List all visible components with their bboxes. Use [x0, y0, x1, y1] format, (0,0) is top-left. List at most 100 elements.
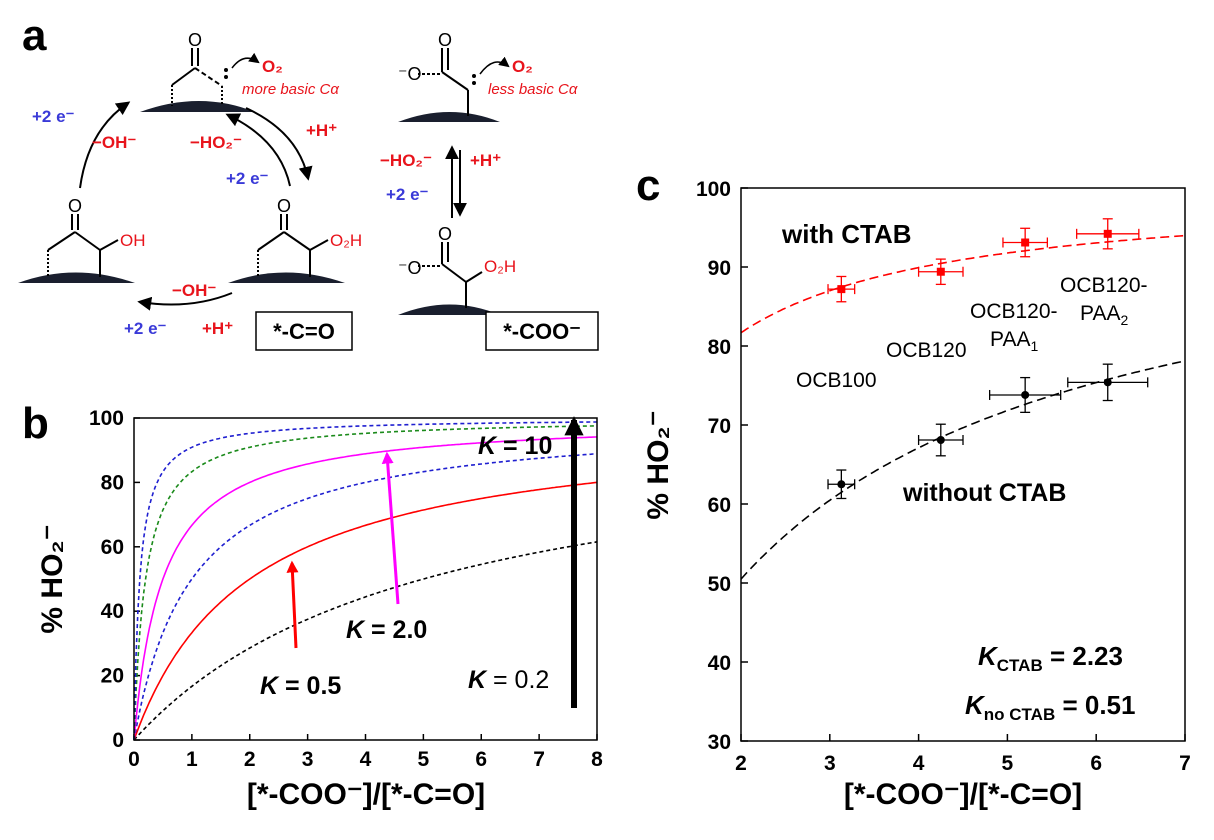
fit-curve [740, 234, 1186, 334]
data-point [1067, 363, 1149, 402]
marker-circle [936, 436, 945, 445]
marker-square [1103, 229, 1112, 238]
o2-label-2: O₂ [512, 57, 533, 76]
atom-o: O [438, 224, 452, 244]
marker-circle [1103, 378, 1112, 387]
c-x-axis-label: [*-COO⁻]/[*-C=O] [844, 778, 1082, 811]
x-tick-label: 2 [244, 748, 256, 771]
y-tick-label: 100 [89, 407, 124, 430]
c-y-axis-label: % HO₂⁻ [642, 410, 675, 519]
x-tick-label: 2 [735, 752, 747, 775]
atom-o: O [277, 196, 291, 216]
more-basic-label: more basic Cα [242, 81, 339, 98]
atom-o: O [188, 30, 202, 50]
x-tick-label: 8 [591, 748, 603, 771]
panel-letter-a: a [22, 11, 47, 60]
structure-carboxylate-radical: O ⁻O O₂ less basic Cα [398, 30, 578, 122]
data-point [917, 423, 964, 457]
x-tick-label: 3 [302, 748, 314, 771]
structure-carbonyl-radical: O O₂ more basic Cα [140, 30, 339, 112]
y-tick-label: 50 [708, 573, 731, 596]
label-ocb120-paa2-line2: PAA2 [1080, 302, 1128, 328]
atom-o: O [438, 30, 452, 50]
x-tick-label: 5 [1002, 752, 1014, 775]
x-tick-label: 6 [475, 748, 487, 771]
y-tick-label: 80 [708, 336, 731, 359]
box-carbonyl-label: *-C=O [273, 319, 335, 344]
label-k10: K = 10 [478, 432, 552, 460]
label-plus2e-3: +2 e⁻ [386, 185, 429, 204]
label-plus-h-1: +H⁺ [306, 121, 337, 140]
label-with-ctab: with CTAB [781, 219, 912, 249]
arrow-k2 [381, 451, 400, 605]
y-tick-label: 60 [708, 494, 731, 517]
panel-letter-c: c [636, 161, 660, 210]
label-minus-oh-2: −OH⁻ [172, 281, 216, 300]
b-x-axis-label: [*-COO⁻]/[*-C=O] [247, 778, 485, 811]
data-point [1002, 227, 1049, 258]
oh-group: OH [120, 231, 146, 250]
x-tick-label: 5 [418, 748, 430, 771]
carbon-surface [228, 272, 345, 283]
curve-k-0_2 [133, 541, 598, 741]
label-plus2e-4: +2 e⁻ [124, 319, 167, 338]
label-plus2e-1: +2 e⁻ [32, 107, 75, 126]
label-minus-ho2-1: −HO₂⁻ [190, 133, 242, 152]
x-tick-label: 3 [824, 752, 836, 775]
o2-label-1: O₂ [262, 57, 283, 76]
x-tick-label: 1 [186, 748, 198, 771]
arrow-reduction-middle [225, 113, 291, 187]
curve-k-5 [133, 425, 597, 741]
label-ocb100: OCB100 [796, 369, 877, 392]
label-plus-h-2: +H⁺ [470, 151, 501, 170]
label-ocb120-paa1-line2: PAA1 [990, 328, 1038, 354]
carbon-surface [18, 272, 135, 283]
panel-a-scheme: a O O₂ more basic Cα O ⁻O [18, 11, 599, 351]
curve-k-2 [133, 436, 598, 741]
label-without-ctab: without CTAB [902, 479, 1066, 507]
y-tick-label: 70 [708, 415, 731, 438]
fit-curve [740, 360, 1186, 580]
label-ocb120-paa2-line1: OCB120- [1060, 274, 1148, 297]
box-carboxylate [485, 311, 599, 351]
curve-k-0_5 [133, 481, 598, 741]
marker-square [1021, 238, 1030, 247]
y-tick-label: 0 [112, 729, 124, 752]
marker-square [837, 285, 846, 294]
y-tick-label: 30 [708, 731, 731, 754]
x-tick-label: 6 [1090, 752, 1102, 775]
label-plus2e-2: +2 e⁻ [226, 169, 269, 188]
data-point [917, 258, 964, 286]
y-tick-label: 20 [101, 665, 124, 688]
structure-hydroxyl: O OH [18, 196, 146, 283]
arrow-reduction-left [79, 101, 131, 189]
carbon-surface [398, 112, 500, 122]
x-tick-label: 7 [533, 748, 545, 771]
x-tick-label: 4 [360, 748, 372, 771]
label-minus-oh-1: −OH⁻ [92, 133, 136, 152]
box-carboxylate-label: *-COO⁻ [503, 319, 581, 344]
y-tick-label: 60 [101, 536, 124, 559]
atom-minus-o: ⁻O [398, 64, 422, 84]
structure-hydroperoxide: O O₂H [228, 196, 362, 283]
curve-k-10 [133, 421, 597, 741]
marker-circle [1021, 390, 1030, 399]
panel-letter-b: b [22, 399, 49, 448]
data-point [827, 469, 856, 500]
y-tick-label: 80 [101, 471, 124, 494]
atom-o: O [68, 196, 82, 216]
carbon-surface [140, 101, 255, 112]
label-k02: K = 0.2 [468, 666, 549, 694]
curve-k-1 [133, 453, 598, 741]
y-tick-label: 40 [708, 652, 731, 675]
arrow-reduction-bottom [137, 292, 233, 311]
less-basic-label: less basic Cα [488, 81, 578, 98]
o2h-group: O₂H [330, 231, 362, 250]
atom-minus-o: ⁻O [398, 258, 422, 278]
structure-carboxylate-hydroperoxide: O ⁻O O₂H [398, 224, 516, 315]
x-tick-label: 0 [128, 748, 140, 771]
data-point [827, 275, 856, 303]
label-k05: K = 0.5 [260, 672, 341, 700]
x-tick-label: 4 [913, 752, 925, 775]
